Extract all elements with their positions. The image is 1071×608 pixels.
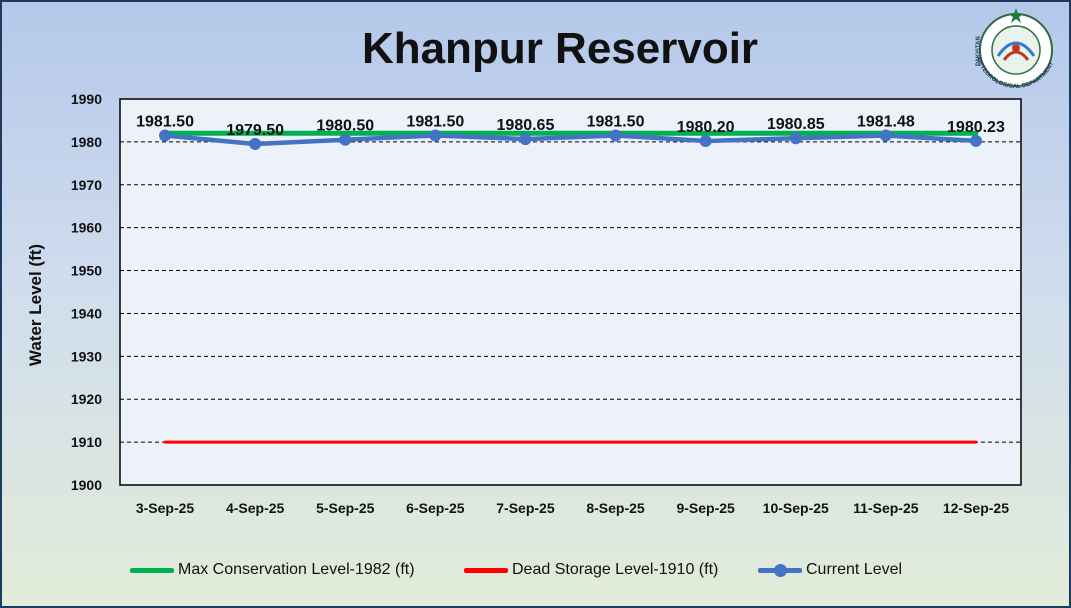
data-point	[969, 134, 982, 147]
legend-swatch-blue	[758, 563, 802, 577]
data-label: 1980.23	[947, 119, 1005, 136]
series-group	[159, 129, 982, 444]
data-label: 1981.50	[406, 113, 464, 130]
data-label: 1981.50	[587, 113, 645, 130]
y-tick-label: 1900	[71, 477, 102, 493]
data-point	[699, 135, 712, 148]
x-tick-label: 9-Sep-25	[676, 500, 735, 516]
gridlines	[120, 141, 1021, 443]
x-axis-ticks: 3-Sep-25 4-Sep-25 5-Sep-25 6-Sep-25 7-Sep-25…	[136, 500, 1009, 516]
data-point	[339, 133, 352, 146]
legend-label: Current Level	[806, 561, 903, 578]
data-label: 1979.50	[226, 122, 284, 139]
svg-text:PAKISTAN: PAKISTAN	[976, 36, 982, 66]
data-labels: 1981.50 1979.50 1980.50 1981.50 1980.65 1981.…	[136, 113, 1005, 139]
x-tick-label: 5-Sep-25	[316, 500, 375, 516]
data-label: 1980.20	[677, 119, 735, 136]
x-tick-label: 8-Sep-25	[586, 500, 645, 516]
y-tick-label: 1980	[71, 134, 102, 150]
x-tick-label: 7-Sep-25	[496, 500, 555, 516]
y-tick-label: 1960	[71, 220, 102, 236]
data-label: 1981.48	[857, 114, 915, 131]
legend-item-current-level[interactable]: Current Level	[758, 561, 902, 579]
y-tick-label: 1970	[71, 177, 102, 193]
y-tick-label: 1940	[71, 305, 102, 321]
data-label: 1980.65	[497, 117, 555, 134]
x-tick-label: 3-Sep-25	[136, 500, 195, 516]
y-tick-label: 1910	[71, 434, 102, 450]
data-point	[609, 129, 622, 142]
legend-item-max-conservation[interactable]: Max Conservation Level-1982 (ft)	[130, 561, 415, 579]
data-point	[789, 132, 802, 145]
legend: Max Conservation Level-1982 (ft) Dead St…	[0, 561, 1071, 585]
x-tick-label: 6-Sep-25	[406, 500, 465, 516]
legend-swatch-green	[130, 567, 174, 573]
legend-label: Dead Storage Level-1910 (ft)	[512, 561, 719, 578]
plot-area	[119, 98, 1022, 486]
x-tick-label: 4-Sep-25	[226, 500, 285, 516]
legend-swatch-red	[464, 567, 508, 573]
chart-title: Khanpur Reservoir	[361, 24, 759, 73]
data-label: 1980.50	[316, 118, 374, 135]
x-tick-label: 11-Sep-25	[853, 500, 919, 516]
y-axis-ticks: 1990 1980 1970 1960 1950 1940 1930 1920 1910 1900	[71, 91, 102, 493]
legend-label: Max Conservation Level-1982 (ft)	[178, 561, 415, 578]
data-point	[429, 129, 442, 142]
data-point	[879, 129, 892, 142]
y-tick-label: 1990	[71, 91, 102, 107]
x-tick-label: 12-Sep-25	[943, 500, 1009, 516]
logo-top-text: PAKISTAN	[976, 36, 982, 66]
series-line-2	[162, 133, 979, 147]
y-tick-label: 1930	[71, 348, 102, 364]
data-point	[159, 129, 172, 142]
data-label: 1981.50	[136, 113, 194, 130]
y-tick-label: 1920	[71, 391, 102, 407]
y-tick-label: 1950	[71, 263, 102, 279]
data-label: 1980.85	[767, 116, 825, 133]
data-point	[519, 133, 532, 146]
x-tick-label: 10-Sep-25	[763, 500, 829, 516]
pmd-logo: METEOROLOGICAL DEPARTMENT PAKISTAN	[968, 4, 1064, 90]
legend-item-dead-storage[interactable]: Dead Storage Level-1910 (ft)	[464, 561, 718, 579]
data-point	[249, 138, 262, 151]
